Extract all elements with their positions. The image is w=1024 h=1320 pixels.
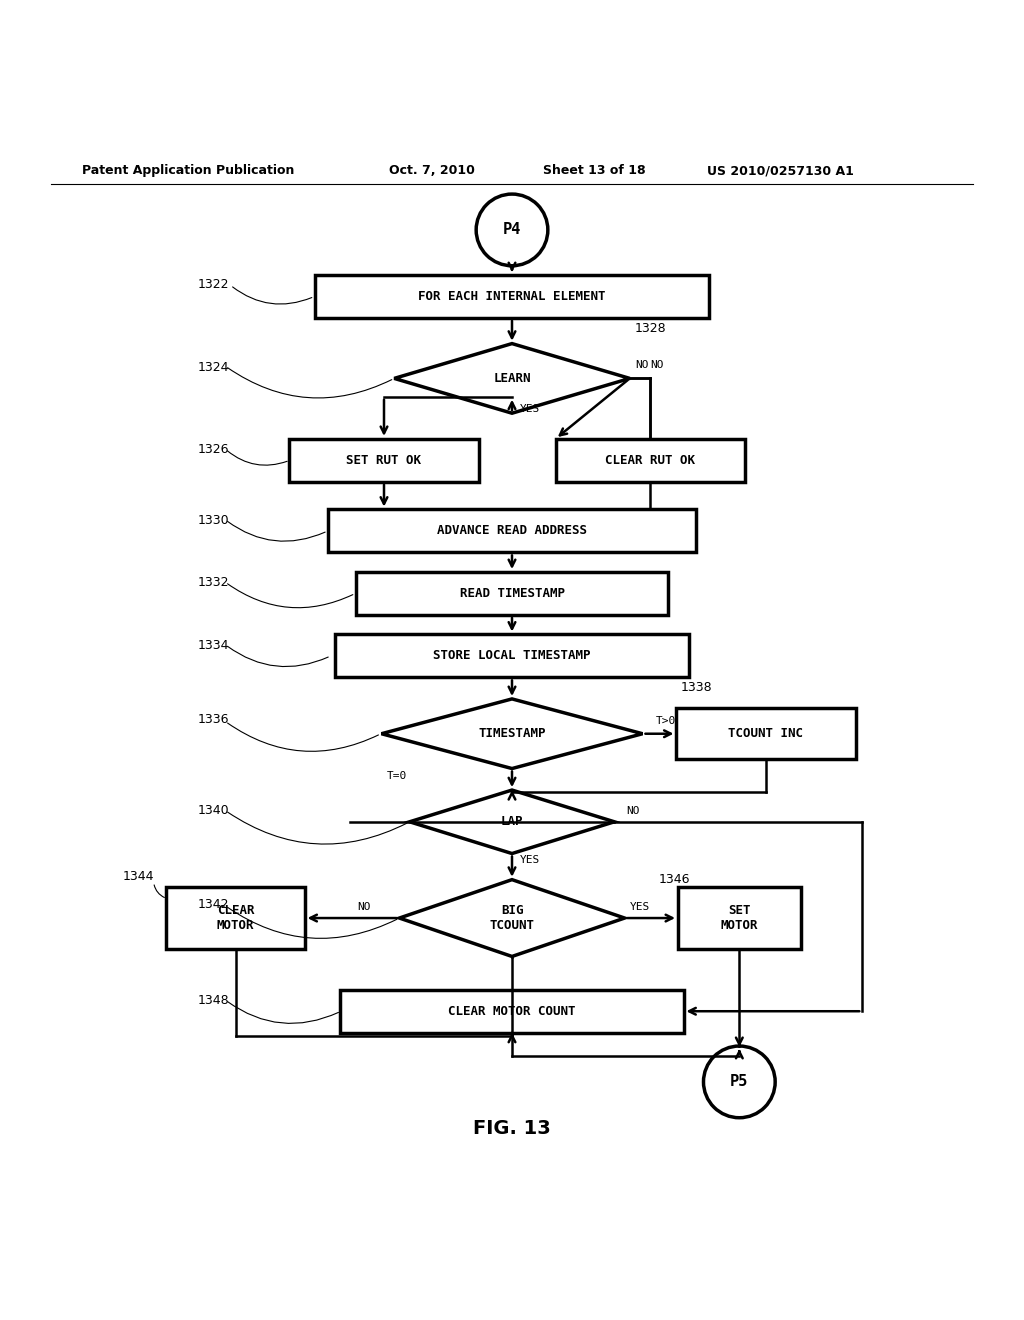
Text: 1336: 1336: [198, 714, 229, 726]
Text: SET
MOTOR: SET MOTOR: [721, 904, 758, 932]
Text: STORE LOCAL TIMESTAMP: STORE LOCAL TIMESTAMP: [433, 649, 591, 663]
Text: P5: P5: [730, 1074, 749, 1089]
Text: NO: NO: [627, 805, 640, 816]
Text: 1344: 1344: [123, 870, 155, 883]
Text: YES: YES: [630, 902, 650, 912]
Text: YES: YES: [520, 404, 541, 414]
Text: Oct. 7, 2010: Oct. 7, 2010: [389, 164, 475, 177]
Text: 1340: 1340: [198, 804, 229, 817]
Text: T=0: T=0: [387, 771, 408, 780]
Text: CLEAR MOTOR COUNT: CLEAR MOTOR COUNT: [449, 1005, 575, 1018]
Text: FOR EACH INTERNAL ELEMENT: FOR EACH INTERNAL ELEMENT: [418, 290, 606, 304]
Text: 1346: 1346: [658, 874, 690, 886]
Text: TCOUNT INC: TCOUNT INC: [728, 727, 804, 741]
Text: SET RUT OK: SET RUT OK: [346, 454, 422, 467]
Text: 1334: 1334: [198, 639, 229, 652]
Bar: [356, 572, 669, 615]
Text: ADVANCE READ ADDRESS: ADVANCE READ ADDRESS: [437, 524, 587, 537]
Text: 1322: 1322: [198, 279, 229, 292]
Text: Patent Application Publication: Patent Application Publication: [82, 164, 294, 177]
Bar: [678, 887, 801, 949]
Bar: [315, 275, 709, 318]
Text: 1326: 1326: [198, 444, 229, 457]
Text: TIMESTAMP: TIMESTAMP: [478, 727, 546, 741]
Text: LAP: LAP: [501, 816, 523, 828]
Text: FIG. 13: FIG. 13: [473, 1119, 551, 1138]
Bar: [555, 438, 745, 482]
Text: LEARN: LEARN: [494, 372, 530, 385]
Bar: [336, 635, 688, 677]
Text: READ TIMESTAMP: READ TIMESTAMP: [460, 587, 564, 599]
Text: 1342: 1342: [198, 898, 229, 911]
Text: Sheet 13 of 18: Sheet 13 of 18: [543, 164, 645, 177]
Text: YES: YES: [520, 854, 541, 865]
Text: 1324: 1324: [198, 362, 229, 375]
Text: 1332: 1332: [198, 577, 229, 589]
Bar: [289, 438, 478, 482]
Bar: [166, 887, 305, 949]
Text: 1330: 1330: [198, 513, 229, 527]
Bar: [328, 510, 696, 553]
Text: BIG
TCOUNT: BIG TCOUNT: [489, 904, 535, 932]
Text: NO: NO: [650, 360, 664, 370]
Text: 1348: 1348: [198, 994, 229, 1007]
Text: 1338: 1338: [681, 681, 713, 694]
Text: CLEAR RUT OK: CLEAR RUT OK: [605, 454, 695, 467]
Text: T>0: T>0: [655, 715, 676, 726]
Text: 1328: 1328: [635, 322, 667, 335]
Text: CLEAR
MOTOR: CLEAR MOTOR: [217, 904, 254, 932]
Text: US 2010/0257130 A1: US 2010/0257130 A1: [707, 164, 853, 177]
Text: NO: NO: [357, 902, 371, 912]
Bar: [340, 990, 684, 1032]
Text: P4: P4: [503, 223, 521, 238]
Text: NO: NO: [635, 360, 648, 370]
Bar: [676, 708, 855, 759]
